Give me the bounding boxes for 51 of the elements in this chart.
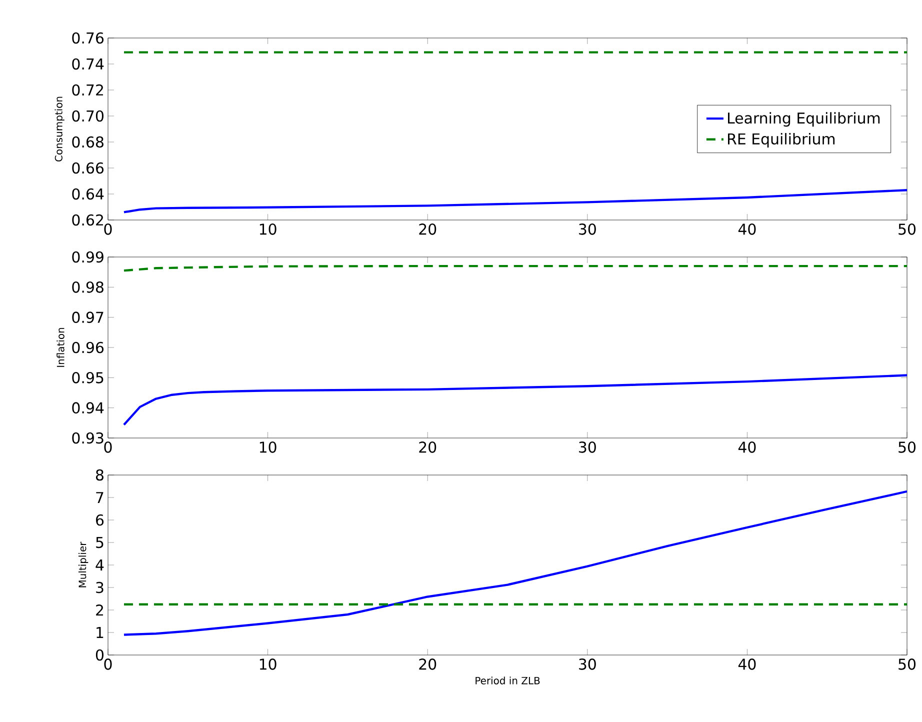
x-tick-label: 10 (260, 442, 276, 453)
line-series (122, 188, 908, 214)
y-tick-label: 0.97 (72, 312, 104, 323)
y-tick-label: 0.96 (72, 342, 104, 354)
y-tick-label: 0.64 (72, 188, 104, 200)
y-tick-label: 8 (96, 469, 104, 481)
x-tick-label: 10 (260, 658, 276, 670)
x-tick-label: 40 (738, 224, 756, 235)
y-tick-label: 0.94 (72, 402, 104, 414)
y-tick-label: 0.72 (72, 84, 103, 96)
y-tick-label: 0.70 (72, 110, 104, 122)
y-tick-label: 0.66 (72, 162, 104, 174)
x-tick-label: 30 (579, 442, 596, 453)
y-tick-label: 4 (96, 560, 104, 570)
y-tick-label: 1 (96, 627, 104, 638)
y-axis-title: Inflation (56, 328, 64, 367)
y-tick-label: 3 (96, 582, 104, 594)
y-tick-label: 0.93 (72, 432, 104, 444)
x-tick-label: 0 (104, 224, 112, 235)
y-tick-label: 6 (96, 514, 104, 526)
x-tick-label: 0 (104, 658, 112, 670)
x-tick-label: 50 (898, 442, 916, 453)
x-tick-label: 50 (898, 658, 916, 670)
x-tick-label: 40 (738, 442, 756, 453)
y-tick-label: 0.74 (72, 58, 104, 70)
y-tick-label: 0.68 (72, 136, 104, 148)
legend-label: Learning Equilibrium (728, 112, 880, 127)
y-axis-title: Multiplier (78, 542, 88, 588)
legend-label: RE Equilibrium (728, 132, 835, 148)
y-tick-label: 0.95 (72, 372, 104, 384)
x-tick-label: 20 (419, 658, 436, 670)
line-series (122, 490, 908, 636)
x-tick-label: 0 (104, 442, 112, 453)
y-tick-label: 7 (96, 492, 104, 503)
y-tick-label: 0.62 (72, 214, 103, 226)
x-axis-title: Period in ZLB (476, 676, 540, 684)
y-tick-label: 0.99 (72, 251, 104, 263)
y-tick-label: 0.76 (72, 32, 104, 44)
line-series (122, 374, 908, 426)
y-tick-label: 0 (96, 649, 104, 661)
y-tick-label: 5 (96, 536, 104, 548)
x-tick-label: 20 (419, 442, 436, 453)
x-tick-label: 20 (419, 224, 436, 235)
y-tick-label: 2 (96, 604, 103, 616)
x-tick-label: 50 (898, 224, 916, 235)
x-tick-label: 10 (260, 224, 276, 235)
x-tick-label: 40 (738, 658, 756, 670)
x-tick-label: 30 (579, 224, 596, 235)
y-axis-title: Consumption (54, 96, 64, 162)
y-tick-label: 0.98 (72, 282, 104, 293)
x-tick-label: 30 (579, 658, 596, 670)
